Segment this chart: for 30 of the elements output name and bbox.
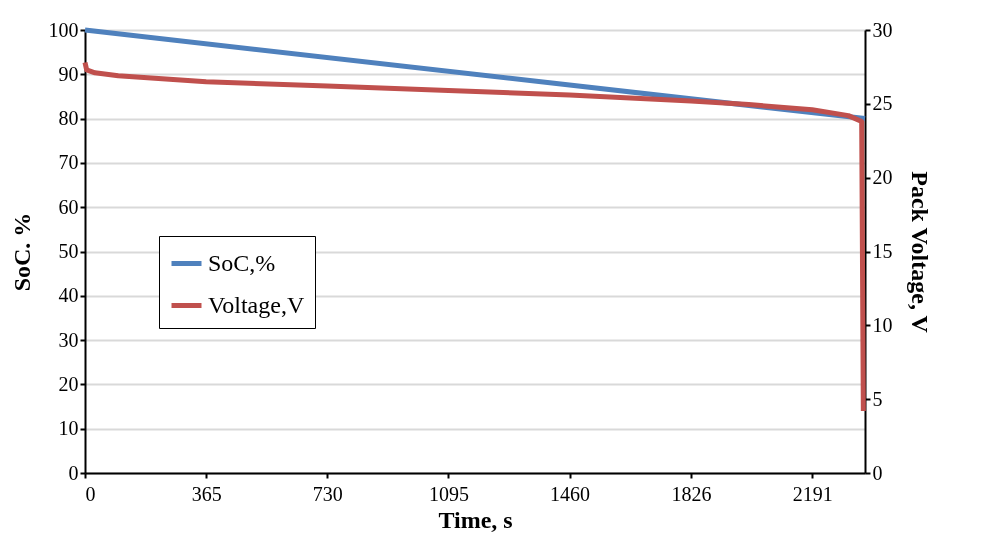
y-tick-label: 80 xyxy=(58,107,79,130)
x-tick-label: 730 xyxy=(312,482,343,505)
y2-axis-title: Pack Voltage, V xyxy=(906,171,933,334)
y-tick-label: 60 xyxy=(58,195,79,218)
x-tick-label: 0 xyxy=(85,482,96,505)
x-tick-label: 365 xyxy=(191,482,222,505)
y2-tick-label: 30 xyxy=(872,18,893,41)
x-tick-label: 2191 xyxy=(792,482,833,505)
y2-tick-label: 20 xyxy=(872,166,893,189)
y2-tick-label: 25 xyxy=(872,92,893,115)
y-axis-title: SoC. % xyxy=(8,212,35,292)
x-tick-label: 1460 xyxy=(550,482,591,505)
legend-label: Voltage,V xyxy=(208,291,305,318)
y-tick-label: 40 xyxy=(58,284,79,307)
y2-tick-label: 0 xyxy=(872,461,883,484)
x-tick-label: 1095 xyxy=(428,482,469,505)
x-tick-label: 1826 xyxy=(671,482,712,505)
y-tick-label: 50 xyxy=(58,240,79,262)
y-tick-label: 100 xyxy=(48,18,79,41)
legend-label: SoC,% xyxy=(208,249,276,276)
y-tick-label: 90 xyxy=(58,62,79,85)
y2-tick-label: 5 xyxy=(872,387,883,410)
y2-tick-label: 15 xyxy=(872,240,893,262)
y-tick-label: 0 xyxy=(68,461,79,484)
y-tick-label: 30 xyxy=(58,328,79,351)
x-axis-title: Time, s xyxy=(438,506,513,533)
y-tick-label: 20 xyxy=(58,372,79,395)
y2-tick-label: 10 xyxy=(872,313,893,336)
y-tick-label: 10 xyxy=(58,417,79,440)
y-tick-label: 70 xyxy=(58,151,79,174)
